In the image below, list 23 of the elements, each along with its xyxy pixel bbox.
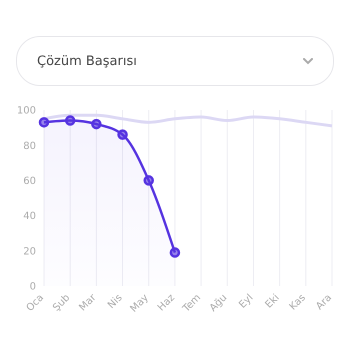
x-tick-label: Oca xyxy=(24,292,46,314)
x-tick-label: Eki xyxy=(263,292,282,311)
x-tick-label: Kas xyxy=(288,292,308,313)
x-tick-label: Haz xyxy=(156,292,178,314)
x-tick-label: Mar xyxy=(77,292,100,314)
x-tick-label: Eyl xyxy=(237,292,256,311)
y-tick-label: 80 xyxy=(23,140,36,152)
y-tick-label: 100 xyxy=(16,106,36,117)
x-tick-label: Nis xyxy=(106,292,125,312)
point xyxy=(38,117,50,128)
point xyxy=(91,118,102,130)
point xyxy=(170,247,180,258)
chart-title: Çözüm Başarısı xyxy=(37,54,137,68)
x-tick-label: Ara xyxy=(314,292,334,312)
point xyxy=(64,115,76,126)
x-tick-label: Tem xyxy=(180,292,204,316)
x-tick-label: Şub xyxy=(51,292,72,314)
point xyxy=(143,175,154,186)
y-tick-label: 20 xyxy=(23,246,36,258)
y-tick-label: 40 xyxy=(23,211,36,222)
y-tick-label: 0 xyxy=(30,282,36,293)
point xyxy=(117,129,128,140)
y-tick-label: 60 xyxy=(23,176,36,187)
